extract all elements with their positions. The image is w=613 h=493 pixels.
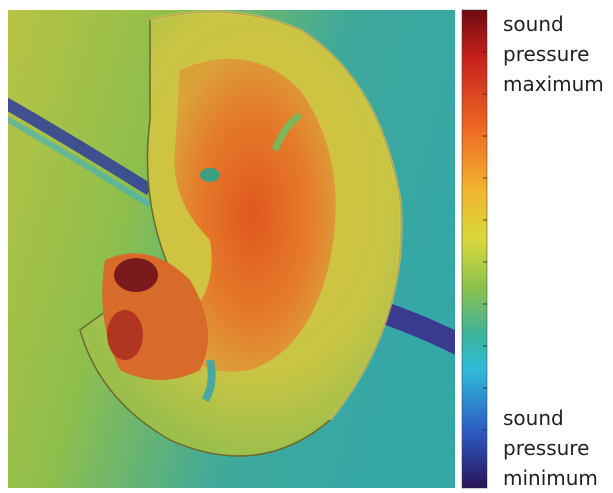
colorbar (462, 10, 487, 488)
figure: sound pressure maximum sound pressure mi… (0, 0, 613, 493)
max-label-line: maximum (503, 72, 604, 96)
min-label-line: minimum (503, 466, 598, 490)
max-label-line: sound (503, 12, 564, 36)
ear-simulation-image (0, 10, 460, 488)
min-label-line: pressure (503, 436, 589, 460)
min-label-line: sound (503, 406, 564, 430)
max-label-line: pressure (503, 42, 589, 66)
